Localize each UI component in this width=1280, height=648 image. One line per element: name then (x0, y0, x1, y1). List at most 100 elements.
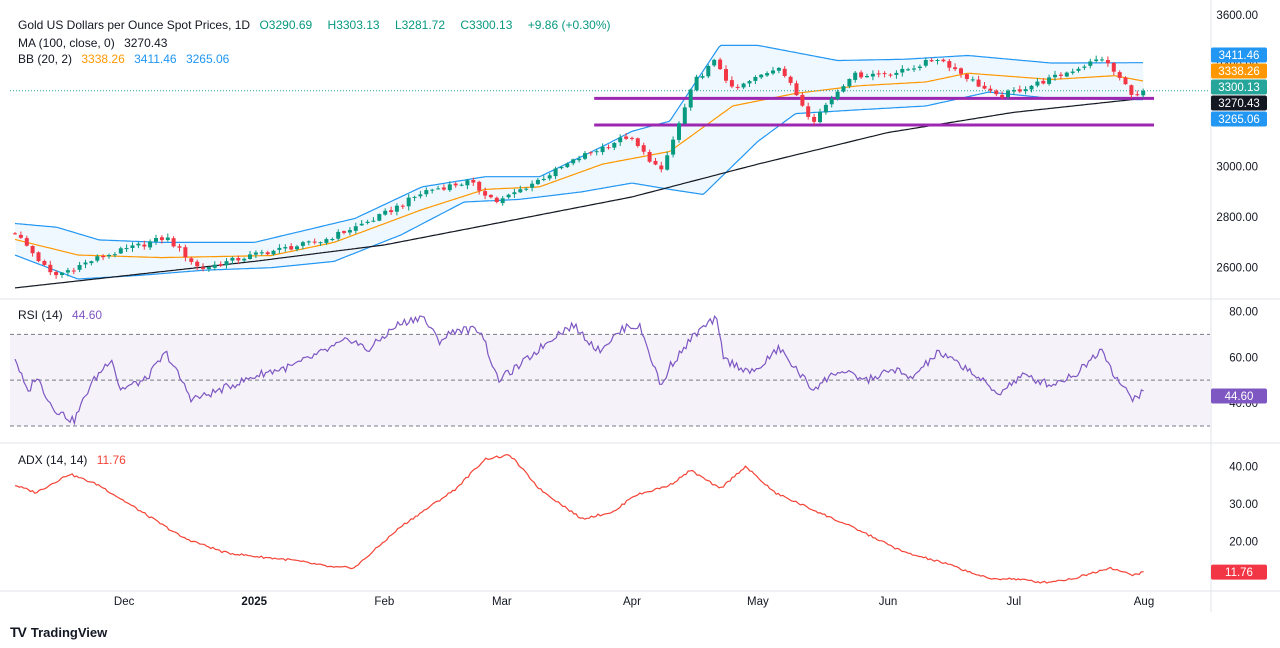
high-value: 3303.13 (336, 18, 380, 32)
candle-body (483, 191, 488, 196)
candle-body (406, 197, 411, 207)
adx-value: 11.76 (96, 453, 126, 467)
candle-body (400, 205, 405, 207)
candle-body (289, 246, 294, 250)
candle-body (330, 239, 335, 240)
candle-body (271, 250, 276, 255)
symbol-title: Gold US Dollars per Ounce Spot Prices, 1… (18, 18, 251, 32)
candle-body (471, 180, 476, 183)
candle-body (342, 231, 346, 233)
adx-tick-label: 40.00 (1229, 461, 1258, 473)
candle-body (459, 184, 464, 186)
candle-body (794, 83, 799, 96)
candle-body (718, 59, 723, 70)
candle-body (54, 272, 59, 276)
candle-body (359, 223, 364, 226)
candle-body (565, 163, 570, 168)
candle-body (1053, 74, 1057, 78)
candle-body (142, 244, 147, 247)
candle-body (583, 153, 587, 159)
candle-body (283, 247, 288, 249)
price-value-tag-text: 3300.13 (1218, 82, 1260, 94)
adx-label: ADX (14, 14) (18, 453, 88, 467)
candle-body (618, 137, 623, 143)
candle-body (377, 214, 382, 221)
candle-body (195, 261, 200, 267)
candle-body (1000, 94, 1005, 98)
candle-body (248, 254, 252, 259)
candle-body (1123, 77, 1128, 85)
candle-body (42, 261, 47, 265)
candle-body (1111, 63, 1116, 72)
price-tick-label: 2800.00 (1216, 212, 1258, 224)
candlesticks (13, 55, 1146, 279)
candle-body (547, 175, 552, 179)
price-value-tag-text: 3265.06 (1218, 114, 1260, 126)
candle-body (13, 233, 17, 235)
candle-body (806, 106, 811, 117)
adx-legend: ADX (14, 14) 11.76 (18, 453, 132, 467)
rsi-value-tag (1211, 388, 1267, 404)
bb-lower-value: 3265.06 (185, 52, 230, 66)
candle-body (24, 238, 29, 246)
candle-body (706, 66, 711, 77)
ma-value: 3270.43 (124, 36, 168, 50)
candle-body (295, 246, 299, 250)
adx-tick-label: 20.00 (1229, 536, 1258, 548)
x-tick-label: May (747, 596, 769, 608)
candle-body (412, 196, 417, 198)
candle-body (612, 143, 617, 148)
tradingview-logo-icon: TV (10, 624, 27, 640)
candle-body (36, 252, 41, 262)
candle-body (1017, 89, 1022, 92)
candle-body (671, 139, 676, 155)
candle-body (89, 261, 94, 264)
candle-body (947, 61, 952, 68)
candle-body (888, 74, 893, 76)
candle-body (1064, 72, 1069, 77)
x-tick-label: Apr (623, 596, 641, 608)
candle-body (970, 79, 975, 81)
candle-body (518, 189, 523, 193)
candle-body (894, 72, 899, 75)
x-tick-label: Feb (374, 596, 394, 608)
price-tick-label: 3000.00 (1216, 162, 1258, 174)
candle-body (976, 79, 981, 87)
rsi-value-tag-text: 44.60 (1225, 391, 1254, 403)
candle-body (917, 66, 922, 68)
candle-body (541, 179, 546, 180)
candle-body (912, 68, 916, 70)
close-label: C (460, 18, 470, 32)
change-value: +9.86 (+0.30%) (527, 18, 611, 32)
candle-body (30, 246, 35, 254)
candle-body (712, 59, 717, 66)
candle-body (959, 68, 963, 74)
rsi-value: 44.60 (72, 308, 103, 322)
candle-body (212, 264, 217, 268)
candle-body (230, 257, 235, 261)
candle-body (753, 77, 758, 81)
candle-body (424, 190, 429, 195)
candle-body (735, 86, 740, 88)
candle-body (694, 76, 699, 91)
candle-body (253, 252, 258, 255)
candle-body (312, 241, 317, 243)
brand-name: TradingView (30, 624, 108, 640)
candle-body (635, 138, 640, 146)
candle-body (353, 226, 358, 231)
tradingview-brand[interactable]: TV TradingView (10, 624, 107, 640)
ma-label: MA (100, close, 0) (18, 36, 115, 50)
candle-body (318, 242, 323, 244)
candle-body (935, 60, 940, 61)
candle-body (1076, 68, 1081, 71)
candle-body (1117, 72, 1122, 78)
candle-body (682, 107, 687, 124)
candle-body (1135, 94, 1140, 96)
candle-body (65, 270, 70, 273)
candle-body (823, 104, 828, 113)
candle-body (524, 188, 529, 190)
candle-body (165, 237, 170, 240)
candle-body (159, 237, 164, 241)
candle-body (101, 256, 106, 258)
